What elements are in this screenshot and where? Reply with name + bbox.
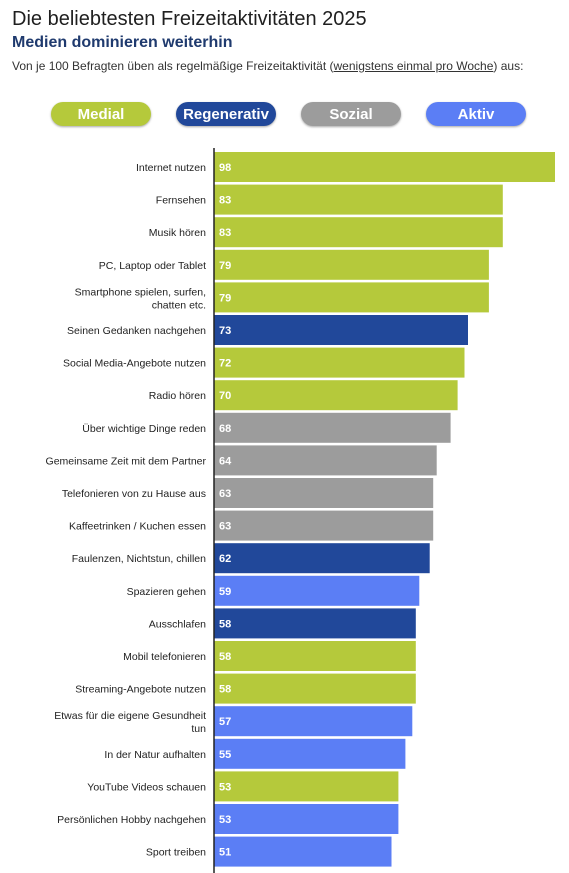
bar-value-label: 57 xyxy=(219,716,231,728)
bar xyxy=(214,412,451,443)
category-label: Kaffeetrinken / Kuchen essen xyxy=(69,521,206,533)
bar xyxy=(214,217,503,248)
bar xyxy=(214,543,430,574)
bar-value-label: 98 xyxy=(219,162,231,174)
bar-value-label: 58 xyxy=(219,618,231,630)
bar xyxy=(214,673,416,704)
category-label: Radio hören xyxy=(149,390,206,402)
bar-value-label: 51 xyxy=(219,847,231,859)
chart-title: Die beliebtesten Freizeitaktivitäten 202… xyxy=(12,8,367,30)
bar xyxy=(214,152,555,182)
bar xyxy=(214,445,437,476)
category-label: Social Media-Angebote nutzen xyxy=(63,358,206,370)
category-label: PC, Laptop oder Tablet xyxy=(99,260,206,272)
bar-value-label: 59 xyxy=(219,586,231,598)
bar-value-label: 70 xyxy=(219,390,231,402)
bar xyxy=(214,249,489,280)
category-label: Spazieren gehen xyxy=(127,586,207,598)
legend: Medial Regenerativ Sozial Aktiv xyxy=(0,102,569,126)
bar xyxy=(214,315,468,345)
bar xyxy=(214,184,503,215)
bar-value-label: 79 xyxy=(219,260,231,272)
bar xyxy=(214,478,434,508)
bar xyxy=(214,575,420,606)
bar xyxy=(214,510,434,541)
bar xyxy=(214,380,458,411)
bar-value-label: 58 xyxy=(219,684,231,696)
bar xyxy=(214,836,392,867)
bar xyxy=(214,771,399,802)
category-label: Telefonieren von zu Hause aus xyxy=(62,488,206,500)
bar-value-label: 62 xyxy=(219,553,231,565)
category-label: Fernsehen xyxy=(156,195,206,207)
legend-item-aktiv: Aktiv xyxy=(426,102,526,126)
bar-value-label: 83 xyxy=(219,195,231,207)
bar-value-label: 53 xyxy=(219,814,231,826)
intro-text-after: ) aus: xyxy=(493,59,524,73)
category-label: YouTube Videos schauen xyxy=(87,781,206,793)
bar-value-label: 58 xyxy=(219,651,231,663)
chart-subtitle: Medien dominieren weiterhin xyxy=(12,34,233,51)
bar xyxy=(214,641,416,671)
category-label: Seinen Gedanken nachgehen xyxy=(67,325,206,337)
category-label: Sport treiben xyxy=(146,847,206,859)
category-label: Musik hören xyxy=(149,227,206,239)
category-label: Persönlichen Hobby nachgehen xyxy=(57,814,206,826)
legend-item-medial: Medial xyxy=(51,102,151,126)
category-label: Über wichtige Dinge reden xyxy=(82,423,206,435)
intro-text-underlined: wenigstens einmal pro Woche xyxy=(333,59,494,73)
bar xyxy=(214,608,416,639)
category-label: Etwas für die eigene Gesundheit tun xyxy=(54,710,206,735)
legend-item-sozial: Sozial xyxy=(301,102,401,126)
bar xyxy=(214,706,413,737)
category-label: Ausschlafen xyxy=(149,618,206,630)
bar-value-label: 83 xyxy=(219,227,231,239)
bar-value-label: 63 xyxy=(219,521,231,533)
bar xyxy=(214,282,489,313)
bar-value-label: 53 xyxy=(219,781,231,793)
bar-value-label: 63 xyxy=(219,488,231,500)
category-label: Smartphone spielen, surfen, chatten etc. xyxy=(75,286,206,311)
intro-text: Von je 100 Befragten üben als regelmäßig… xyxy=(12,58,557,74)
bar-value-label: 79 xyxy=(219,292,231,304)
category-label: Faulenzen, Nichtstun, chillen xyxy=(72,553,206,565)
bar xyxy=(214,804,399,834)
bar-value-label: 64 xyxy=(219,455,232,467)
bar-value-label: 72 xyxy=(219,358,231,370)
category-label: Internet nutzen xyxy=(136,162,206,174)
legend-item-regenerativ: Regenerativ xyxy=(176,102,276,126)
bar xyxy=(214,738,406,769)
bar xyxy=(214,347,465,378)
bar-value-label: 68 xyxy=(219,423,231,435)
category-label: Streaming-Angebote nutzen xyxy=(75,684,206,696)
bar-value-label: 73 xyxy=(219,325,231,337)
category-label: Mobil telefonieren xyxy=(123,651,206,663)
category-label: Gemeinsame Zeit mit dem Partner xyxy=(46,455,207,467)
category-label: In der Natur aufhalten xyxy=(104,749,206,761)
intro-text-before: Von je 100 Befragten üben als regelmäßig… xyxy=(12,59,334,73)
bar-value-label: 55 xyxy=(219,749,231,761)
